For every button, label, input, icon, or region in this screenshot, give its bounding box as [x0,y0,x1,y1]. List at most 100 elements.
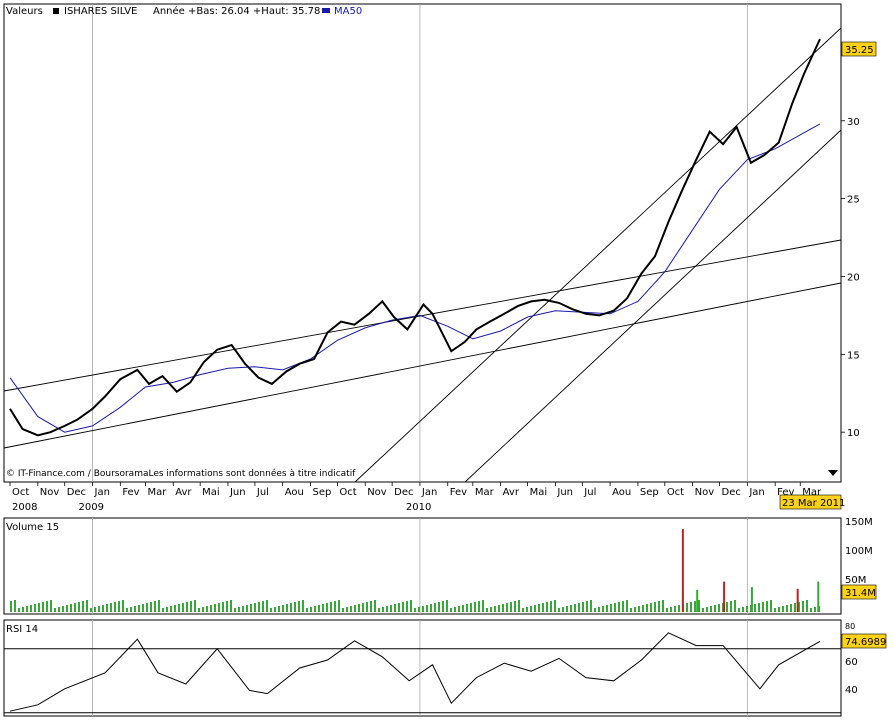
volume-bar [358,604,360,612]
volume-last-box [841,584,877,600]
last-price-box [841,41,877,57]
volume-bar [770,600,772,612]
ma-legend: MA50 [334,6,362,17]
year-label-2008: 2008 [12,502,37,513]
trend-line [464,129,842,483]
volume-bar [302,600,304,612]
volume-bar [510,602,512,612]
volume-bar [206,606,208,612]
date-label: 23 Mar 2011 [782,498,845,509]
scroll-down-icon[interactable] [828,470,838,476]
volume-bar [418,607,420,612]
grid-lines [92,4,748,716]
month-label-8: Jun [229,487,246,498]
header-name: ISHARES SILVE [64,6,137,17]
volume-bar [142,604,144,612]
volume-bar [170,606,172,612]
volume-bar [46,601,48,612]
volume-bar [502,604,504,612]
header-info: Année +Bas: 26.04 +Haut: 35.78 [153,5,320,17]
price-line [9,38,821,437]
month-label-29: Mar [802,487,822,498]
volume-bar [122,600,124,612]
volume-bar [18,608,20,612]
volume-bar [590,600,592,612]
volume-bar [250,604,252,612]
month-label-15: Jan [421,487,437,498]
volume-bar [506,603,508,612]
rsi-tick-60: 60 [845,657,858,668]
volume-bar [330,602,332,612]
volume-bar [362,603,364,612]
volume-bar [698,600,700,612]
rsi-tick-80: 80 [845,622,855,631]
volume-bar [258,602,260,612]
volume-bar [782,606,784,612]
volume-bar [246,605,248,612]
volume-bar [694,601,696,612]
rsi-last-label: 74.6989 [845,637,886,648]
volume-bar [226,601,228,612]
volume-bar [106,604,108,612]
volume-bars [10,529,820,612]
volume-spike-bar [681,529,684,612]
volume-bar [482,600,484,612]
month-label-17: Mar [475,487,495,498]
month-label-19: Mai [530,487,548,498]
volume-bar [62,606,64,612]
volume-bar [134,606,136,612]
volume-bar [66,605,68,612]
volume-bar [718,604,720,612]
volume-bar [214,604,216,612]
volume-bar [218,603,220,612]
volume-bar [178,604,180,612]
volume-bar [210,605,212,612]
volume-bar [234,608,236,612]
month-label-10: Aou [285,487,304,498]
volume-bar [558,608,560,612]
volume-bar [346,607,348,612]
volume-bar [314,606,316,612]
month-label-20: Jun [556,487,573,498]
volume-bar [706,607,708,612]
volume-bar [130,607,132,612]
volume-bar [610,604,612,612]
volume-bar [82,601,84,612]
volume-bar [426,605,428,612]
volume-bar [38,603,40,612]
month-label-25: Nov [695,487,715,498]
volume-bar [798,602,800,612]
volume-bar [522,608,524,612]
volume-bar [378,608,380,612]
volume-bar [54,608,56,612]
volume-bar [14,600,16,612]
volume-bar [190,601,192,612]
volume-bar [658,601,660,612]
ma50-line [9,123,821,433]
volume-bar [30,605,32,612]
volume-bar [614,603,616,612]
month-label-22: Aou [612,487,631,498]
volume-bar [638,606,640,612]
volume-bar [182,603,184,612]
volume-bar [738,608,740,612]
volume-bar [786,605,788,612]
price-panel-frame [3,3,842,483]
axis-ticks: Oct Nov Dec Jan Fev Mar Avr Mai Jun Jul Aou Sep Oct N… [9,117,860,513]
volume-bar [806,600,808,612]
month-label-2: Dec [67,487,86,498]
month-label-23: Sep [640,487,659,498]
price-tick-label-10: 10 [847,428,860,439]
volume-bar [42,602,44,612]
volume-bar [774,608,776,612]
volume-bar [454,607,456,612]
volume-bar [758,603,760,612]
volume-bar [26,606,28,612]
volume-bar [730,601,732,612]
volume-last-label: 31.4M [845,588,876,599]
volume-bar [294,602,296,612]
volume-bar [278,606,280,612]
volume-bar [326,603,328,612]
volume-bar [746,606,748,612]
volume-bar [474,602,476,612]
